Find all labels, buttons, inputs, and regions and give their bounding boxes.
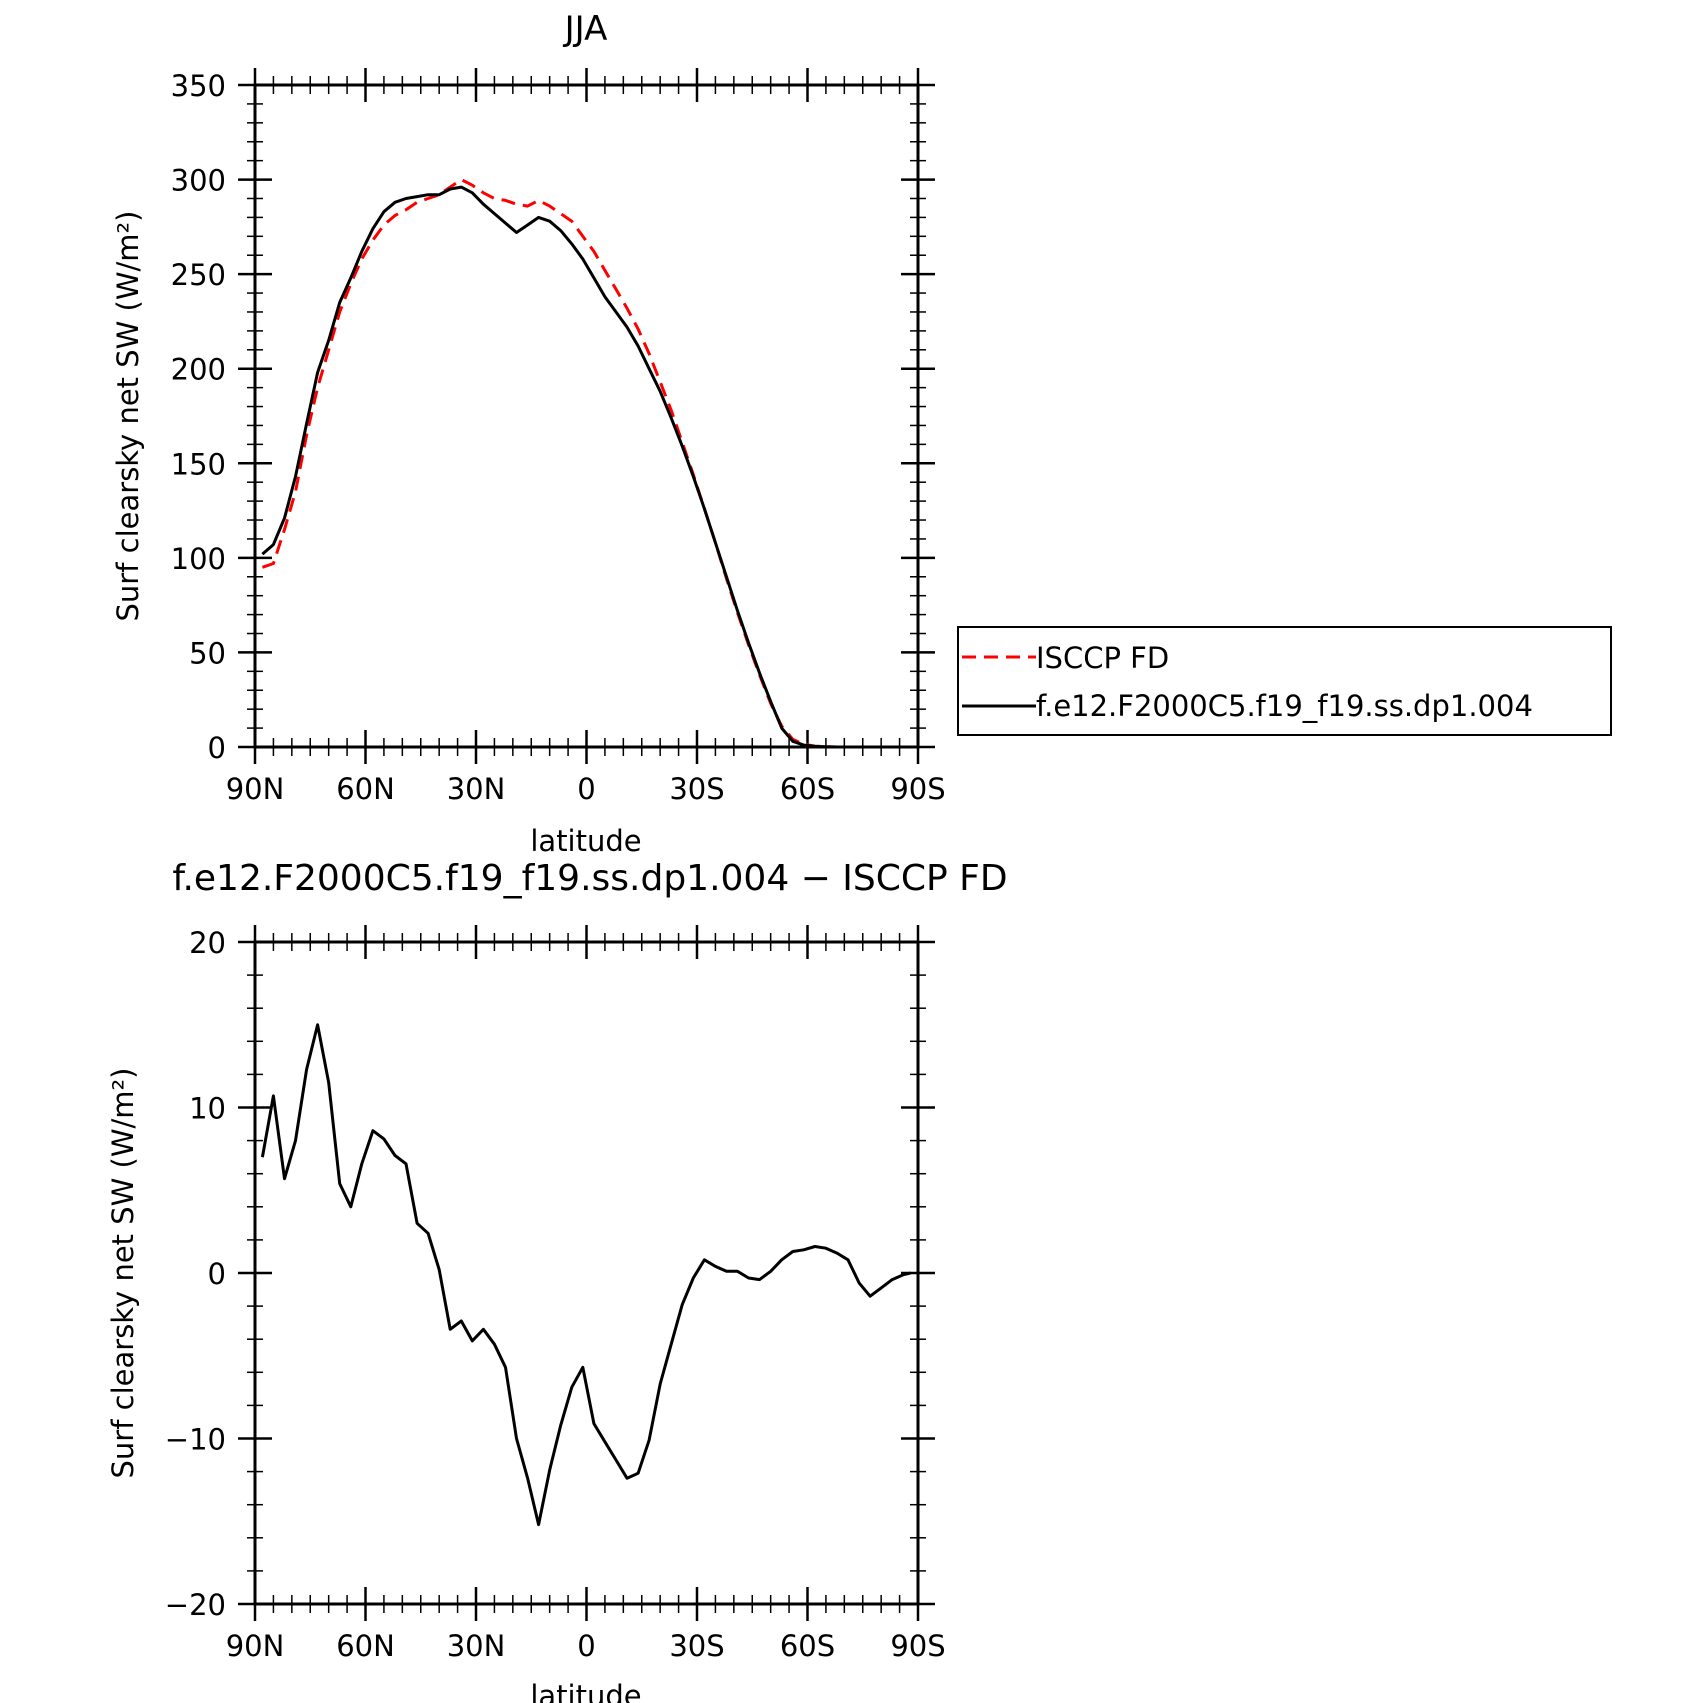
y-tick-label: 20 [189, 926, 226, 960]
x-tick-label: 60N [336, 772, 395, 806]
y-tick-label: 0 [208, 1257, 226, 1291]
x-tick-label: 90S [890, 772, 945, 806]
y-tick-label: 100 [171, 542, 226, 576]
x-tick-label: 30N [447, 1629, 506, 1663]
y-tick-label: −20 [165, 1588, 226, 1622]
x-tick-label: 60S [780, 1629, 835, 1663]
series-lines [260, 1023, 911, 1527]
x-axis-ticks: 90N 60N 30N 0 30S 60S 90S [226, 68, 946, 806]
chart-panel-bottom: f.e12.F2000C5.f19_f19.ss.dp1.004 − ISCCP… [106, 858, 1008, 1703]
legend-label-model: f.e12.F2000C5.f19_f19.ss.dp1.004 [1036, 689, 1533, 723]
y-tick-label: 50 [189, 636, 226, 670]
y-axis-label: Surf clearsky net SW (W/m²) [106, 1068, 140, 1479]
y-tick-label: 0 [208, 731, 226, 765]
plot-frame [253, 83, 920, 749]
x-axis-label: latitude [530, 824, 641, 858]
x-tick-label: 30S [669, 1629, 724, 1663]
x-tick-label: 90S [890, 1629, 945, 1663]
y-tick-label: 250 [171, 258, 226, 292]
x-tick-label: 60N [336, 1629, 395, 1663]
y-axis-label: Surf clearsky net SW (W/m²) [111, 211, 145, 622]
legend: ISCCP FD f.e12.F2000C5.f19_f19.ss.dp1.00… [957, 626, 1612, 736]
x-tick-label: 30N [447, 772, 506, 806]
series-line-model [260, 1023, 911, 1527]
y-tick-label: 350 [171, 69, 226, 103]
y-tick-label: 10 [189, 1092, 226, 1126]
x-axis-label: latitude [530, 1679, 641, 1703]
y-axis-ticks: −20 −10 0 10 20 [165, 926, 935, 1622]
series-line-model [261, 185, 911, 749]
chart-panel-top: JJA 0 50 100 150 200 250 300 350 90N 60N 30N 0 30S 6… [111, 9, 1612, 858]
legend-box [957, 626, 1612, 736]
legend-label-isccp: ISCCP FD [1036, 641, 1169, 675]
x-tick-label: 60S [780, 772, 835, 806]
y-tick-label: 150 [171, 447, 226, 481]
x-tick-label: 30S [669, 772, 724, 806]
chart-title: f.e12.F2000C5.f19_f19.ss.dp1.004 − ISCCP… [172, 858, 1007, 899]
x-tick-label: 90N [226, 1629, 285, 1663]
y-tick-label: 300 [171, 164, 226, 198]
x-tick-label: 0 [577, 1629, 595, 1663]
chart-title: JJA [563, 9, 608, 49]
plot-frame [253, 940, 920, 1606]
x-axis-ticks: 90N 60N 30N 0 30S 60S 90S [226, 925, 946, 1663]
y-tick-label: 200 [171, 353, 226, 387]
series-lines [261, 178, 911, 749]
x-tick-label: 0 [577, 772, 595, 806]
y-tick-label: −10 [165, 1423, 226, 1457]
y-axis-ticks: 0 50 100 150 200 250 300 350 [171, 69, 935, 765]
x-tick-label: 90N [226, 772, 285, 806]
